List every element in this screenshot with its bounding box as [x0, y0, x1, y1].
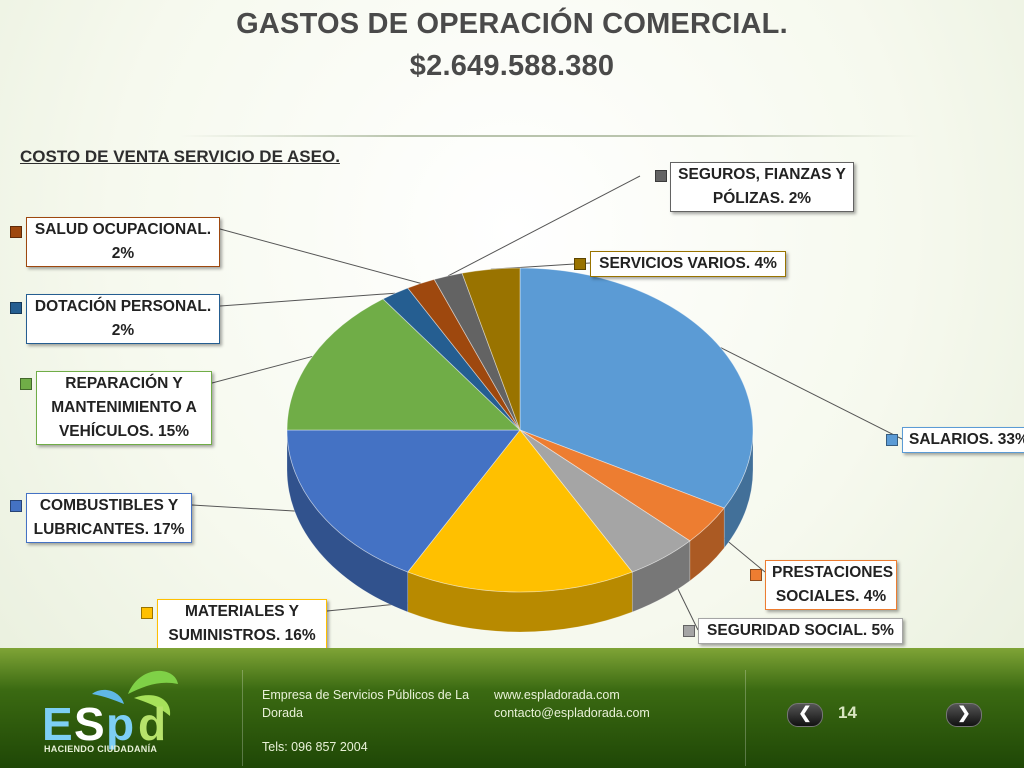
- chart-subtitle: COSTO DE VENTA SERVICIO DE ASEO.: [20, 147, 340, 166]
- footer-divider: [745, 670, 746, 766]
- pie-slice-servicios-varios: [461, 267, 521, 431]
- svg-text:p: p: [106, 698, 134, 750]
- pie-slice-reparacion: [286, 298, 521, 431]
- swatch-prestaciones: [750, 569, 762, 581]
- label-materiales: MATERIALES Y SUMINISTROS. 16%: [157, 599, 327, 649]
- footer-bar: [0, 648, 1024, 768]
- label-combustibles-line1: COMBUSTIBLES Y: [39, 497, 179, 514]
- swatch-seguridad-social: [683, 625, 695, 637]
- next-slide-button[interactable]: ❯: [946, 703, 982, 727]
- label-dotacion: DOTACIÓN PERSONAL. 2%: [26, 294, 220, 344]
- svg-text:S: S: [74, 698, 105, 750]
- swatch-combustibles: [10, 500, 22, 512]
- swatch-seguros: [655, 170, 667, 182]
- contact-info: www.espladorada.com contacto@espladorada…: [494, 686, 650, 722]
- swatch-reparacion: [20, 378, 32, 390]
- label-servicios-varios: SERVICIOS VARIOS. 4%: [590, 251, 786, 277]
- swatch-servicios-varios: [574, 258, 586, 270]
- leader-line-reparacion: [211, 355, 313, 384]
- leader-line-salarios: [720, 347, 903, 440]
- email-link[interactable]: contacto@espladorada.com: [494, 706, 650, 720]
- prev-slide-button[interactable]: ❮: [787, 703, 823, 727]
- label-materiales-line2: SUMINISTROS. 16%: [168, 627, 316, 644]
- total-amount: $2.649.588.380: [409, 50, 615, 82]
- label-salud: SALUD OCUPACIONAL. 2%: [26, 217, 220, 267]
- footer-divider: [242, 670, 243, 766]
- chevron-left-icon: ❮: [798, 705, 812, 722]
- chevron-right-icon: ❯: [957, 705, 971, 722]
- leader-line-salud: [219, 228, 421, 284]
- page-number: 14: [838, 703, 857, 722]
- swatch-dotacion: [10, 302, 22, 314]
- phone-text: Tels: 096 857 2004: [262, 740, 368, 754]
- label-prestaciones-line1: PRESTACIONES: [772, 564, 894, 581]
- label-salarios-text: SALARIOS. 33%: [909, 431, 1024, 448]
- label-reparacion: REPARACIÓN Y MANTENIMIENTO A VEHÍCULOS. …: [36, 371, 212, 445]
- leader-line-dotacion: [219, 292, 396, 307]
- label-salud-line2: 2%: [111, 245, 135, 262]
- swatch-salarios: [886, 434, 898, 446]
- label-dotacion-line2: 2%: [111, 322, 135, 339]
- label-dotacion-line1: DOTACIÓN PERSONAL.: [34, 298, 212, 315]
- website-link[interactable]: www.espladorada.com: [494, 688, 620, 702]
- label-materiales-line1: MATERIALES Y: [185, 603, 299, 620]
- label-seguridad-social: SEGURIDAD SOCIAL. 5%: [698, 618, 903, 644]
- label-reparacion-line3: VEHÍCULOS. 15%: [58, 423, 190, 440]
- label-seguros-line1: SEGUROS, FIANZAS Y: [678, 166, 846, 183]
- label-reparacion-line2: MANTENIMIENTO A: [51, 399, 197, 416]
- company-name: Empresa de Servicios Públicos de La Dora…: [262, 686, 469, 722]
- label-servicios-text: SERVICIOS VARIOS. 4%: [599, 255, 777, 272]
- label-seguros: SEGUROS, FIANZAS Y PÓLIZAS. 2%: [670, 162, 854, 212]
- company-name-line2: Dorada: [262, 706, 303, 720]
- company-name-line1: Empresa de Servicios Públicos de La: [262, 688, 470, 702]
- pie-slice-salarios: [519, 267, 754, 509]
- pie-slice-combustibles: [286, 429, 521, 573]
- svg-text:d: d: [138, 698, 166, 750]
- label-combustibles-line2: LUBRICANTES. 17%: [33, 521, 185, 538]
- label-salarios: SALARIOS. 33%: [902, 427, 1024, 453]
- page-title: GASTOS DE OPERACIÓN COMERCIAL.: [236, 8, 788, 40]
- swatch-salud: [10, 226, 22, 238]
- label-seguros-line2: PÓLIZAS. 2%: [712, 190, 812, 207]
- pie-slice-materiales: [407, 429, 633, 593]
- leader-line-seguros: [447, 175, 641, 277]
- pie-chart: [191, 175, 903, 633]
- label-prestaciones: PRESTACIONES SOCIALES. 4%: [765, 560, 897, 610]
- label-seguridad-text: SEGURIDAD SOCIAL. 5%: [707, 622, 894, 639]
- title-divider: [180, 135, 920, 137]
- svg-text:E: E: [42, 698, 73, 750]
- label-salud-line1: SALUD OCUPACIONAL.: [34, 221, 212, 238]
- label-prestaciones-line2: SOCIALES. 4%: [775, 588, 887, 605]
- label-combustibles: COMBUSTIBLES Y LUBRICANTES. 17%: [26, 493, 192, 543]
- swatch-materiales: [141, 607, 153, 619]
- label-reparacion-line1: REPARACIÓN Y: [65, 375, 183, 392]
- espd-logo: E S p d: [42, 670, 178, 750]
- logo-slogan: HACIENDO CIUDADANÍA: [44, 744, 158, 754]
